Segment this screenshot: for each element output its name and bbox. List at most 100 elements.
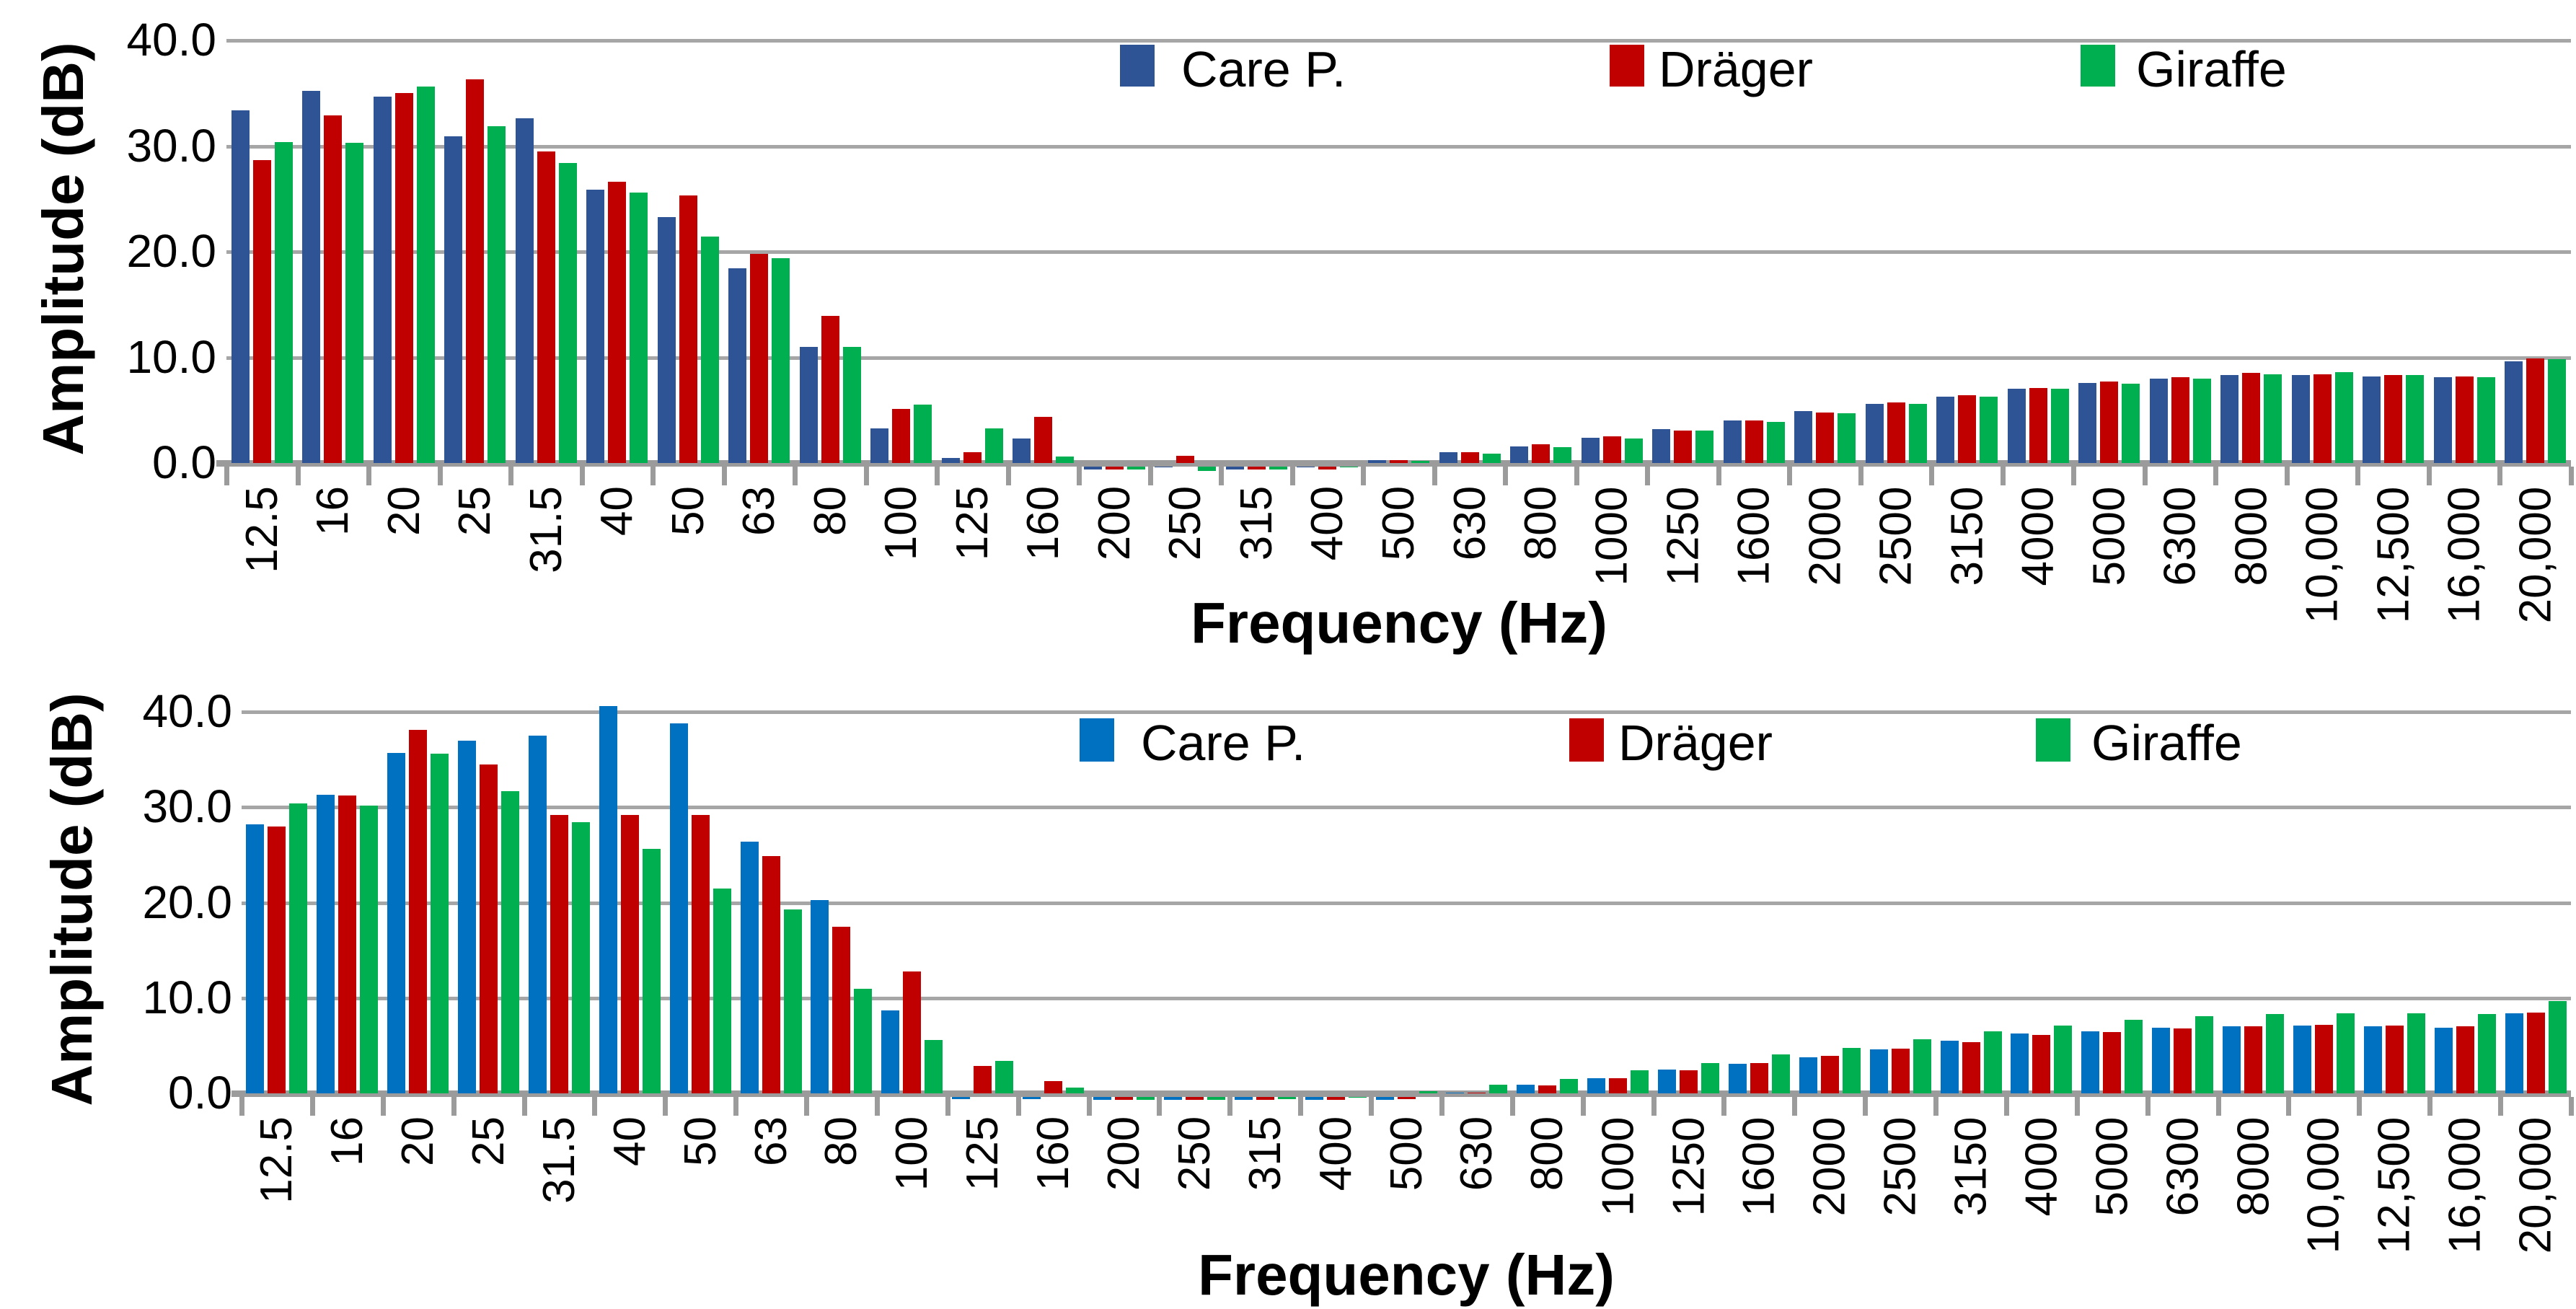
bar-giraffe-20	[431, 754, 449, 1093]
bar-care-p-3150	[1936, 396, 1955, 463]
x-axis-category-label: 25	[464, 1116, 514, 1166]
bar-dr-ger-160	[1044, 1080, 1063, 1093]
bar-giraffe-10000	[2336, 1013, 2355, 1093]
y-gridline	[242, 996, 2571, 1000]
x-axis-tick	[2003, 1097, 2009, 1116]
x-axis-tick	[1580, 1097, 1586, 1116]
x-axis-category-label: 400	[1302, 485, 1353, 561]
bar-care-p-16	[317, 795, 335, 1093]
x-axis-tick	[663, 1097, 669, 1116]
bar-care-p-20	[387, 752, 406, 1093]
bar-dr-ger-10000	[2313, 374, 2332, 463]
x-axis-category-label: 16,000	[2439, 486, 2489, 623]
x-axis-tick	[1369, 1097, 1375, 1116]
x-axis-tick	[295, 467, 301, 485]
x-axis-category-label: 8000	[2228, 1116, 2278, 1216]
x-axis-category-label: 125	[958, 1116, 1008, 1191]
x-axis-tick	[1289, 467, 1295, 485]
bar-care-p-12500	[2363, 1026, 2382, 1093]
bar-care-p-8000	[2220, 375, 2239, 463]
bar-dr-ger-250	[1185, 1097, 1204, 1100]
x-axis-category-label: 20,000	[2510, 1116, 2561, 1253]
bar-care-p-160	[1013, 438, 1031, 463]
bar-dr-ger-80	[832, 926, 851, 1093]
bar-dr-ger-6300	[2174, 1028, 2192, 1093]
y-gridline	[226, 144, 2571, 149]
bar-dr-ger-25	[466, 79, 485, 463]
y-axis-tick-label: 0.0	[168, 1067, 232, 1119]
bar-dr-ger-1000	[1602, 436, 1621, 463]
bar-giraffe-125	[984, 428, 1003, 463]
bar-giraffe-20	[416, 87, 435, 463]
bar-dr-ger-12.5	[252, 159, 271, 463]
bar-giraffe-1000	[1631, 1070, 1649, 1093]
x-axis-tick	[579, 467, 585, 485]
x-axis-category-label: 4000	[2013, 486, 2063, 586]
legend-swatch-care-p	[1120, 45, 1155, 87]
x-axis-category-label: 20	[393, 1116, 444, 1166]
bar-giraffe-2000	[1838, 413, 1856, 463]
bar-giraffe-80	[854, 988, 873, 1093]
x-axis-tick	[592, 1097, 598, 1116]
x-axis-tick	[366, 467, 372, 485]
bar-giraffe-63	[783, 909, 802, 1093]
x-axis-tick	[1015, 1097, 1021, 1116]
bar-dr-ger-800	[1532, 444, 1551, 463]
bar-dr-ger-400	[1326, 1097, 1345, 1100]
bar-dr-ger-1250	[1680, 1070, 1698, 1093]
x-axis-category-label: 1000	[1587, 486, 1637, 586]
bar-dr-ger-1000	[1609, 1077, 1628, 1093]
bar-giraffe-10000	[2334, 372, 2353, 463]
x-axis-category-label: 630	[1452, 1116, 1502, 1191]
bar-giraffe-50	[700, 237, 719, 463]
x-axis-category-label: 50	[675, 1116, 725, 1166]
bar-care-p-20000	[2505, 361, 2523, 463]
bar-dr-ger-16000	[2456, 1026, 2474, 1093]
x-axis-category-label: 25	[450, 486, 500, 536]
bar-giraffe-12.5	[274, 141, 293, 463]
bar-care-p-500	[1368, 459, 1386, 463]
bar-dr-ger-5000	[2103, 1032, 2122, 1093]
bar-dr-ger-16000	[2455, 376, 2474, 463]
x-axis-category-label: 2000	[1804, 1116, 1855, 1216]
x-axis-tick	[2142, 467, 2148, 485]
bar-care-p-12.5	[231, 110, 250, 463]
bar-giraffe-6300	[2192, 378, 2211, 463]
x-axis-tick	[874, 1097, 880, 1116]
bar-giraffe-5000	[2122, 384, 2140, 463]
x-axis-tick	[1086, 1097, 1092, 1116]
bar-giraffe-16	[345, 143, 364, 463]
bar-giraffe-40	[642, 849, 661, 1093]
x-axis-category-label: 2500	[1875, 1116, 1926, 1216]
bottom-chart-x-axis-title: Frequency (Hz)	[1198, 1243, 1615, 1307]
x-axis-tick	[1157, 1097, 1163, 1116]
x-axis-category-label: 3150	[1946, 1116, 1996, 1216]
x-axis-tick	[1645, 467, 1651, 485]
bar-care-p-80	[799, 346, 818, 463]
bar-care-p-200	[1093, 1097, 1111, 1100]
bar-giraffe-1600	[1766, 421, 1785, 463]
bar-dr-ger-80	[821, 316, 839, 463]
bar-dr-ger-40	[608, 182, 627, 463]
x-axis-tick	[2355, 467, 2361, 485]
y-axis-tick-label: 20.0	[142, 876, 232, 928]
bar-care-p-5000	[2078, 382, 2097, 463]
x-axis-category-label: 4000	[2016, 1116, 2067, 1216]
legend-label: Care P.	[1181, 41, 1346, 97]
bar-care-p-315	[1225, 467, 1244, 470]
x-axis-tick	[721, 467, 727, 485]
bar-dr-ger-4000	[2032, 1035, 2051, 1093]
x-axis-category-label: 20	[379, 486, 429, 536]
bar-care-p-200	[1083, 467, 1102, 470]
bar-giraffe-125	[995, 1061, 1014, 1093]
bar-care-p-400	[1305, 1097, 1323, 1100]
x-axis-tick	[2498, 1097, 2504, 1116]
x-axis-tick	[1227, 1097, 1233, 1116]
y-gridline	[242, 901, 2571, 905]
bar-care-p-6300	[2149, 378, 2168, 463]
bar-giraffe-315	[1277, 1097, 1296, 1099]
x-axis-category-label: 6300	[2155, 486, 2205, 586]
x-axis-category-label: 80	[816, 1116, 867, 1166]
bar-giraffe-630	[1489, 1085, 1508, 1093]
